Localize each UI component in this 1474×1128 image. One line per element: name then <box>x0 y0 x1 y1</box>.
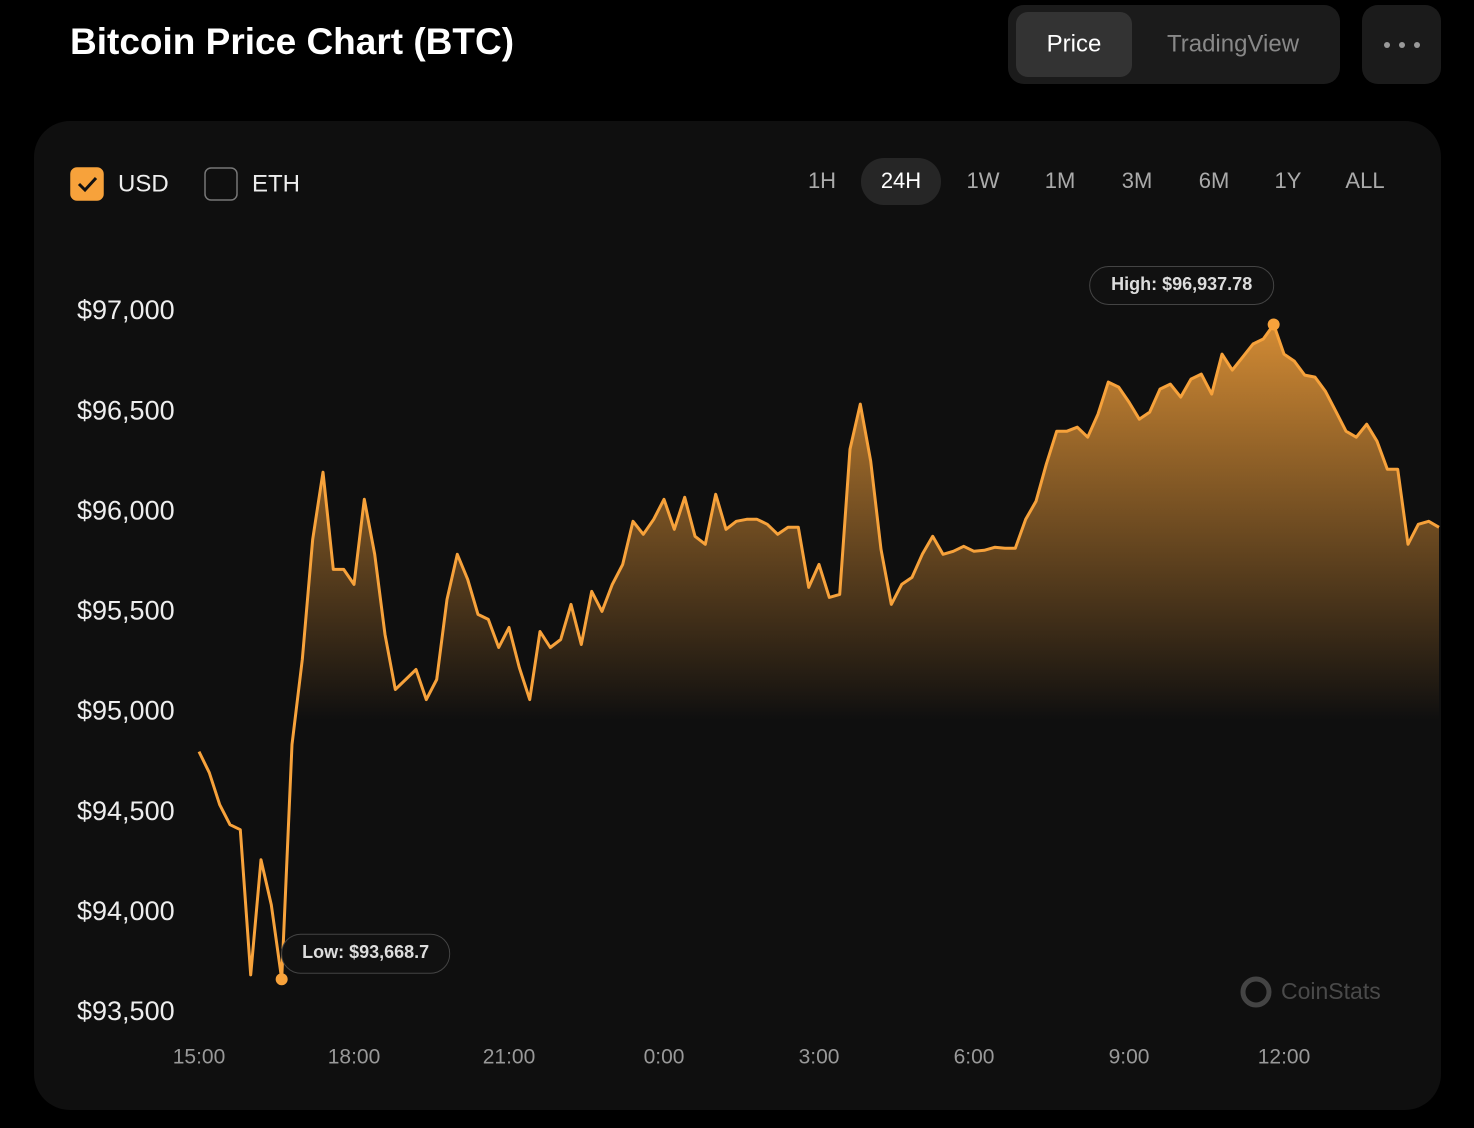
area-fill <box>199 324 1439 1013</box>
more-dot <box>1399 42 1405 48</box>
y-tick-label: $96,000 <box>77 495 175 525</box>
checkbox[interactable] <box>70 167 104 201</box>
y-tick-label: $96,500 <box>77 395 175 425</box>
range-button[interactable]: 1H <box>808 168 836 193</box>
watermark: CoinStats <box>1281 978 1381 1004</box>
y-tick-label: $97,000 <box>77 295 175 325</box>
more-dot <box>1384 42 1390 48</box>
y-tick-label: $95,000 <box>77 696 175 726</box>
range-button[interactable]: 24H <box>881 168 921 193</box>
checkbox-label[interactable]: ETH <box>252 170 300 197</box>
range-button[interactable]: 1W <box>967 168 1000 193</box>
x-tick-label: 0:00 <box>644 1046 685 1069</box>
watermark-icon <box>1240 976 1272 1008</box>
checkbox[interactable] <box>204 167 238 201</box>
range-button[interactable]: 1M <box>1045 168 1076 193</box>
x-tick-label: 15:00 <box>173 1046 226 1069</box>
price-line <box>197 323 1440 981</box>
range-button[interactable]: 3M <box>1122 168 1153 193</box>
x-tick-label: 6:00 <box>954 1046 995 1069</box>
range-button[interactable]: ALL <box>1345 168 1384 193</box>
tab[interactable]: TradingView <box>1167 30 1300 57</box>
range-button[interactable]: 1Y <box>1275 168 1302 193</box>
tab-active-bg <box>1016 12 1132 77</box>
x-tick-label: 18:00 <box>328 1046 381 1069</box>
high-point <box>1267 318 1280 331</box>
high-label-box <box>1089 265 1275 305</box>
y-tick-label: $94,000 <box>77 896 175 926</box>
tab[interactable]: Price <box>1047 30 1102 57</box>
low-label: Low: $93,668.7 <box>302 942 429 962</box>
low-label-box <box>281 933 451 974</box>
y-tick-label: $93,500 <box>77 996 175 1026</box>
range-button[interactable]: 6M <box>1199 168 1230 193</box>
x-tick-label: 9:00 <box>1109 1046 1150 1069</box>
x-tick-label: 21:00 <box>483 1046 536 1069</box>
high-label: High: $96,937.78 <box>1111 274 1252 294</box>
y-tick-label: $94,500 <box>77 796 175 826</box>
y-tick-label: $95,500 <box>77 596 175 626</box>
more-dot <box>1414 42 1420 48</box>
x-tick-label: 12:00 <box>1258 1046 1311 1069</box>
x-tick-label: 3:00 <box>799 1046 840 1069</box>
range-active-bg <box>861 158 941 205</box>
low-point <box>275 973 288 986</box>
checkmark <box>77 176 98 193</box>
checkbox-label[interactable]: USD <box>118 170 169 197</box>
page-title: Bitcoin Price Chart (BTC) <box>70 21 514 62</box>
